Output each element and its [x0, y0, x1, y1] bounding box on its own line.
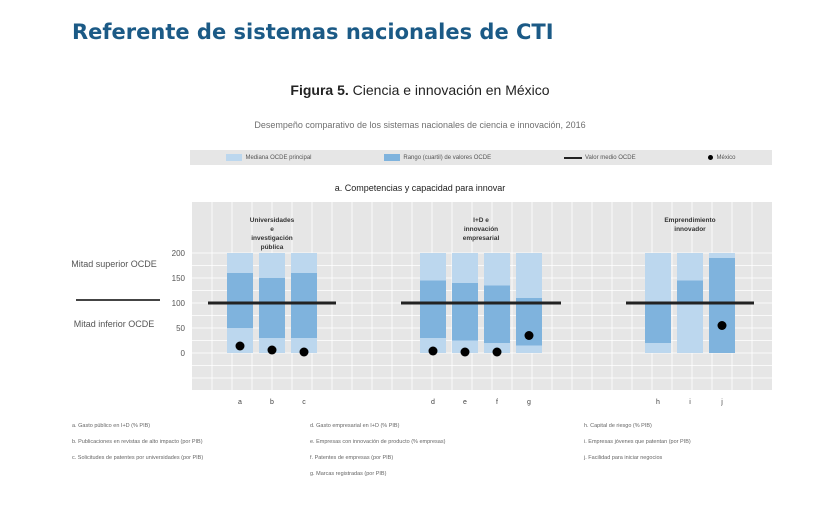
note: e. Empresas con innovación de producto (…	[310, 439, 446, 445]
side-label-upper: Mitad superior OCDE	[71, 259, 157, 269]
plot-background	[192, 202, 772, 390]
notes-column-3: h. Capital de riesgo (% PIB) i. Empresas…	[584, 418, 691, 466]
figure-subtitle: Desempeño comparativo de los sistemas na…	[254, 120, 586, 130]
panel-title: a. Competencias y capacidad para innovar	[334, 183, 506, 193]
group-title: Universidades	[250, 217, 295, 224]
x-tick-label: a	[238, 399, 242, 406]
quartile-bar	[645, 303, 671, 343]
note: h. Capital de riesgo (% PIB)	[584, 423, 652, 429]
note: j. Facilidad para iniciar negocios	[584, 455, 663, 461]
x-tick-label: e	[463, 399, 467, 406]
notes-column-2: d. Gasto empresarial en I+D (% PIB) e. E…	[310, 418, 445, 482]
mexico-point	[267, 345, 277, 355]
page-heading: Referente de sistemas nacionales de CTI	[72, 20, 554, 44]
y-tick-label: 200	[172, 249, 186, 258]
x-tick-label: g	[527, 399, 531, 406]
mexico-point	[524, 331, 534, 340]
legend-item-mexico: México	[708, 154, 736, 161]
x-tick-label: i	[689, 399, 691, 406]
quartile-bar	[227, 273, 253, 328]
figure-number: Figura 5.	[290, 82, 349, 98]
mexico-point	[235, 341, 245, 351]
quartile-bar	[677, 280, 703, 303]
notes-column-1: a. Gasto público en I+D (% PIB) b. Publi…	[72, 418, 203, 466]
group-title: investigación	[251, 235, 293, 242]
quartile-bar	[420, 280, 446, 338]
note: b. Publicaciones en revistas de alto imp…	[72, 439, 203, 445]
side-divider	[76, 299, 160, 301]
note: i. Empresas jóvenes que patentan (por PI…	[584, 439, 691, 445]
quartile-bar	[709, 258, 735, 353]
legend-item-range: Rango (cuartil) de valores OCDE	[384, 154, 491, 161]
group-title: empresarial	[463, 235, 500, 242]
figure-title-text: Ciencia e innovación en México	[352, 82, 550, 98]
note: g. Marcas registradas (por PIB)	[310, 471, 387, 477]
mexico-point	[428, 346, 438, 356]
group-title: e	[270, 226, 274, 233]
quartile-bar	[452, 283, 478, 341]
note: a. Gasto público en I+D (% PIB)	[72, 423, 151, 429]
note: d. Gasto empresarial en I+D (% PIB)	[310, 423, 400, 429]
x-tick-label: c	[302, 399, 306, 406]
note: c. Solicitudes de patentes por universid…	[72, 455, 204, 461]
mexico-point	[460, 347, 470, 357]
legend-swatch-dot	[708, 155, 714, 160]
note: f. Patentes de empresas (por PIB)	[310, 455, 394, 461]
x-tick-label: d	[431, 399, 435, 406]
y-tick-label: 50	[176, 324, 185, 333]
legend-item-average: Valor medio OCDE	[564, 155, 636, 161]
legend-label: Rango (cuartil) de valores OCDE	[403, 154, 492, 161]
legend-label: Valor medio OCDE	[585, 154, 636, 161]
x-tick-label: b	[270, 399, 274, 406]
mexico-point	[299, 347, 309, 357]
legend-label: Mediana OCDE principal	[245, 154, 312, 161]
mexico-point	[492, 347, 502, 357]
y-tick-label: 150	[172, 274, 186, 283]
group-title: Emprendimiento	[664, 217, 715, 224]
figure-title: Figura 5. Ciencia e innovación en México	[0, 82, 840, 98]
mexico-point	[717, 321, 727, 330]
legend-swatch-line	[564, 156, 582, 159]
x-tick-label: j	[720, 399, 723, 406]
y-tick-label: 100	[172, 299, 186, 308]
legend-swatch-light	[226, 154, 243, 161]
legend-label: México	[716, 154, 736, 161]
quartile-bar	[484, 285, 510, 343]
side-label-lower: Mitad inferior OCDE	[73, 319, 155, 329]
legend-item-median: Mediana OCDE principal	[226, 154, 311, 161]
group-title: pública	[261, 244, 284, 251]
quartile-bar	[291, 273, 317, 338]
group-title: innovación	[464, 226, 498, 233]
group-title: I+D e	[473, 217, 489, 224]
group-title: innovador	[674, 226, 706, 233]
quartile-bar	[259, 278, 285, 338]
legend-swatch-mid	[384, 154, 401, 161]
x-tick-label: f	[496, 399, 498, 406]
legend: Mediana OCDE principal Rango (cuartil) d…	[190, 150, 772, 165]
x-tick-label: h	[656, 399, 660, 406]
y-tick-label: 0	[181, 349, 186, 358]
